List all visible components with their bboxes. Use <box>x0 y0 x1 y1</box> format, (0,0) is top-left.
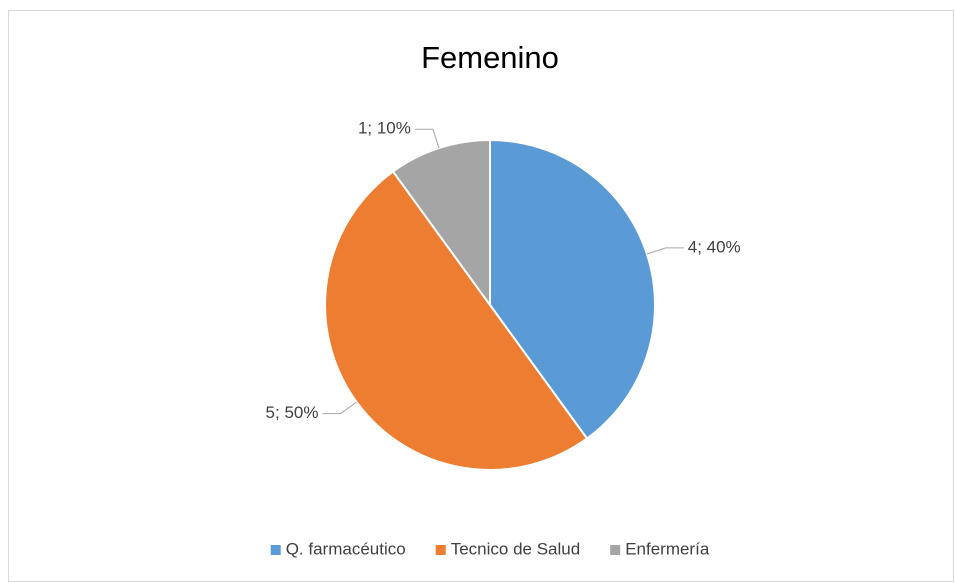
legend-swatch <box>435 545 446 555</box>
leader-line <box>414 128 440 149</box>
pie-slice <box>489 138 656 440</box>
legend-label: Enfermería <box>625 539 710 558</box>
leader-line <box>322 401 357 415</box>
legend-label: Q. farmacéutico <box>286 539 406 558</box>
data-label: 5; 50% <box>266 403 319 422</box>
leader-line <box>646 247 684 255</box>
legend-swatch <box>270 545 281 555</box>
data-label: 1; 10% <box>358 119 411 138</box>
chart-title: Femenino <box>421 40 559 75</box>
legend-swatch <box>610 545 621 555</box>
legend-label: Tecnico de Salud <box>451 539 580 558</box>
data-label: 4; 40% <box>688 237 741 256</box>
pie-slice <box>324 170 589 471</box>
